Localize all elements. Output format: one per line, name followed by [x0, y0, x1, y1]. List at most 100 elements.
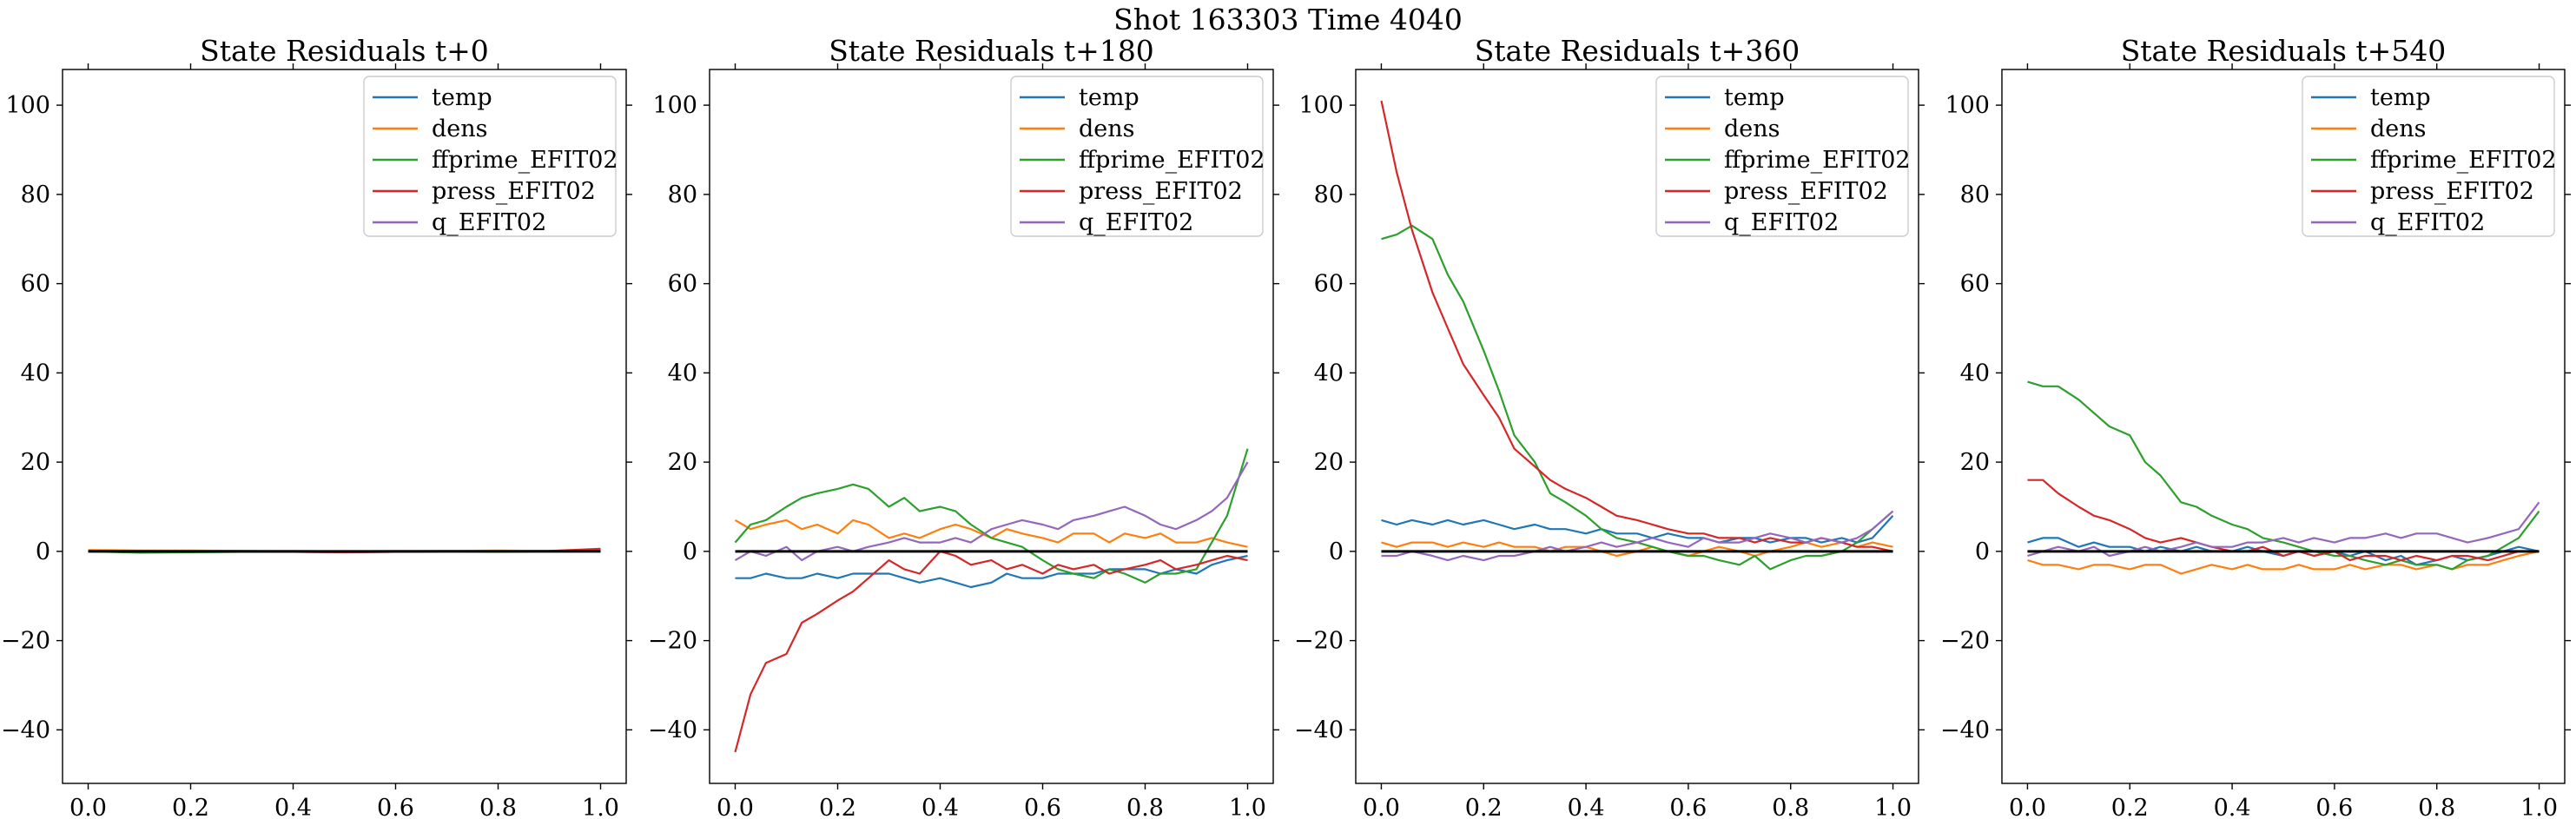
legend-label: temp: [432, 84, 492, 111]
y-tick-label: 100: [652, 92, 697, 119]
x-tick-label: 0.0: [1363, 795, 1400, 819]
axes-frame: [62, 69, 627, 784]
legend-label: temp: [1079, 84, 1139, 111]
series-line-dens: [734, 518, 1248, 548]
plot-area: [1380, 100, 1894, 571]
legend-label: q_EFIT02: [2370, 209, 2485, 236]
legend-label: dens: [1079, 116, 1135, 142]
legend-label: ffprime_EFIT02: [1724, 147, 1911, 174]
x-tick-label: 1.0: [582, 795, 619, 819]
y-tick-label: 0: [683, 538, 697, 565]
panel-t540: State Residuals t+540 0.0 0.2 0.4 0.6 0.8 1.0 −…: [1940, 34, 2571, 819]
x-tick-label: 0.2: [172, 795, 209, 819]
x-tick-label: 0.4: [921, 795, 959, 819]
y-tick-label: −40: [648, 717, 697, 743]
legend-box: [1655, 76, 1909, 237]
x-tick-label: 0.0: [2009, 795, 2046, 819]
x-tick-label: 0.2: [1465, 795, 1503, 819]
y-tick-label: 40: [668, 360, 697, 386]
panel-title: State Residuals t+0: [200, 34, 489, 68]
x-tick-label: 0.2: [819, 795, 856, 819]
series-line-q-efit02: [1381, 510, 1894, 562]
y-tick-label: 20: [1960, 449, 1990, 476]
y-tick-label: 20: [1314, 449, 1344, 476]
y-tick-label: 20: [668, 449, 697, 476]
plot-area: [88, 547, 601, 554]
legend-label: q_EFIT02: [432, 209, 546, 236]
x-tick-label: 0.6: [1024, 795, 1061, 819]
axes-frame: [2001, 69, 2566, 784]
legend-label: ffprime_EFIT02: [2370, 147, 2557, 174]
y-tick-label: 0: [1329, 538, 1344, 565]
legend-label: ffprime_EFIT02: [432, 147, 618, 174]
y-tick-label: −40: [1940, 717, 1990, 743]
x-tick-label: 0.6: [2315, 795, 2353, 819]
series-line-temp: [1381, 515, 1894, 544]
x-tick-label: 0.4: [1568, 795, 1605, 819]
x-tick-label: 0.8: [2418, 795, 2455, 819]
y-tick-label: 40: [1960, 360, 1990, 386]
x-tick-label: 1.0: [2520, 795, 2558, 819]
y-tick-label: 20: [21, 449, 50, 476]
legend-box: [363, 76, 617, 237]
x-tick-label: 0.8: [1772, 795, 1809, 819]
series-line-press-efit02: [2027, 479, 2540, 562]
y-tick-label: 100: [1945, 92, 1990, 119]
y-tick-label: −20: [1940, 628, 1990, 655]
y-tick-label: 60: [21, 271, 50, 298]
panel-title: State Residuals t+180: [829, 34, 1154, 68]
legend-label: press_EFIT02: [1724, 178, 1888, 205]
axes-frame: [1355, 69, 1919, 784]
legend-box: [1010, 76, 1264, 237]
y-tick-label: 100: [1298, 92, 1344, 119]
legend-label: press_EFIT02: [432, 178, 596, 205]
series-line-press-efit02: [734, 550, 1248, 753]
panel-t360: State Residuals t+360 0.0 0.2 0.4 0.6 0.8 1.0 −…: [1294, 34, 1925, 819]
legend: temp dens ffprime_EFIT02 press_EFIT02 q_EFIT…: [2302, 76, 2557, 237]
y-tick-label: 80: [668, 182, 697, 208]
y-tick-label: 100: [5, 92, 50, 119]
y-tick-label: −20: [1, 628, 50, 655]
y-tick-label: 0: [36, 538, 50, 565]
panel-title: State Residuals t+540: [2121, 34, 2447, 68]
legend-label: press_EFIT02: [1079, 178, 1243, 205]
panel-title: State Residuals t+360: [1475, 34, 1800, 68]
series-line-ffprime-efit02: [734, 448, 1249, 584]
y-tick-label: −20: [648, 628, 697, 655]
series-line-q-efit02: [734, 461, 1249, 562]
y-tick-label: 0: [1975, 538, 1990, 565]
axes-frame: [709, 69, 1274, 784]
series-line-ffprime-efit02: [2027, 380, 2540, 571]
x-tick-label: 1.0: [1229, 795, 1266, 819]
x-tick-label: 0.6: [1669, 795, 1707, 819]
legend-label: q_EFIT02: [1724, 209, 1839, 236]
series-line-ffprime-efit02: [1381, 224, 1894, 571]
legend-label: press_EFIT02: [2370, 178, 2534, 205]
series-line-dens: [1381, 541, 1893, 558]
y-tick-label: 60: [1960, 271, 1990, 298]
x-tick-label: 0.0: [717, 795, 754, 819]
legend: temp dens ffprime_EFIT02 press_EFIT02 q_EFIT…: [363, 76, 618, 237]
y-tick-label: 40: [21, 360, 50, 386]
legend-label: temp: [2370, 84, 2431, 111]
x-tick-label: 0.8: [1126, 795, 1164, 819]
y-tick-label: −40: [1, 717, 50, 743]
y-tick-label: 80: [1314, 182, 1344, 208]
legend: temp dens ffprime_EFIT02 press_EFIT02 q_EFIT…: [1010, 76, 1265, 237]
legend-label: dens: [432, 116, 488, 142]
legend-box: [2302, 76, 2555, 237]
y-tick-label: −40: [1294, 717, 1344, 743]
legend-label: dens: [1724, 116, 1780, 142]
y-tick-label: 60: [1314, 271, 1344, 298]
x-tick-label: 1.0: [1874, 795, 1912, 819]
legend-label: ffprime_EFIT02: [1079, 147, 1265, 174]
legend-label: dens: [2370, 116, 2427, 142]
x-tick-label: 0.4: [2214, 795, 2251, 819]
plot-area: [734, 448, 1249, 753]
y-tick-label: −20: [1294, 628, 1344, 655]
legend: temp dens ffprime_EFIT02 press_EFIT02 q_EFIT…: [1655, 76, 1911, 237]
x-tick-label: 0.8: [479, 795, 517, 819]
legend-label: temp: [1724, 84, 1785, 111]
series-line-q-efit02: [2027, 501, 2540, 558]
